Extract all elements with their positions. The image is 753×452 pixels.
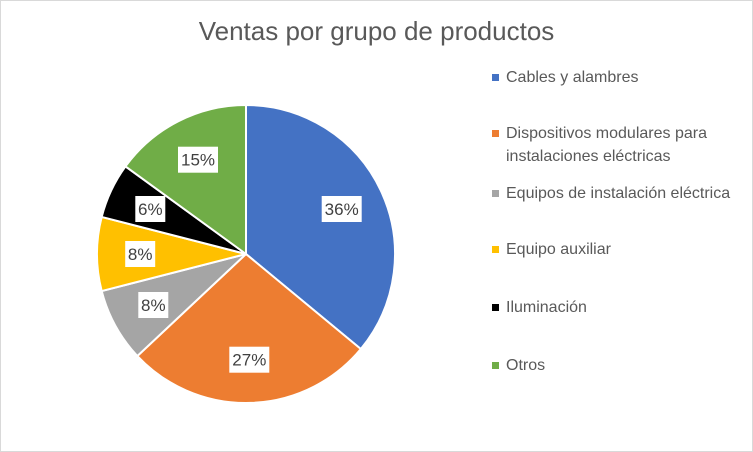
data-label-iluminacion: 6% [135,196,166,222]
legend-label: Iluminación [506,299,587,316]
legend-swatch [492,362,499,369]
legend-item-dispositivos-modulares-para-instalaciones-electricas: Dispositivos modulares para instalacione… [492,122,736,168]
data-label-otros: 15% [178,146,218,173]
legend-label: Cables y alambres [506,69,639,86]
data-label-text: 36% [325,200,359,219]
data-label-dispositivos-modulares-para-instalaciones-electricas: 27% [229,346,270,373]
data-label-box [229,346,270,373]
data-label-box [138,292,169,318]
pie-slice-otros [124,103,247,256]
data-label-equipo-auxiliar: 8% [125,241,156,267]
legend-item-cables-y-alambres: Cables y alambres [492,66,736,89]
legend-item-equipo-auxiliar: Equipo auxiliar [492,238,736,261]
data-label-text: 27% [232,351,266,370]
data-label-box [321,196,362,222]
data-label-box [125,241,156,267]
chart-title: Ventas por grupo de productos [198,16,555,46]
legend-item-iluminacion: Iluminación [492,296,736,319]
legend-item-equipos-de-instalacion-electrica: Equipos de instalación eléctrica [492,182,736,205]
data-label-text: 15% [181,151,215,170]
legend-label: Otros [506,357,546,374]
legend-item-otros: Otros [492,354,736,377]
pie-slice-cables-y-alambres [245,103,396,351]
data-label-box [135,196,166,222]
data-label-box [178,146,218,173]
data-label-cables-y-alambres: 36% [321,196,362,222]
legend-swatch [492,130,499,137]
legend-label: Equipos de instalación eléctrica [506,185,731,202]
legend-label: Dispositivos modulares para instalacione… [506,125,707,165]
data-label-text: 8% [141,296,166,315]
legend-label: Equipo auxiliar [506,241,611,258]
data-label-equipos-de-instalacion-electrica: 8% [138,292,169,318]
legend-swatch [492,190,499,197]
legend-swatch [492,304,499,311]
legend-swatch [492,246,499,253]
data-label-text: 6% [138,200,163,219]
legend-swatch [492,74,499,81]
pie-slice-dispositivos-modulares-para-instalaciones-electricas [135,252,363,405]
data-label-text: 8% [128,245,153,264]
